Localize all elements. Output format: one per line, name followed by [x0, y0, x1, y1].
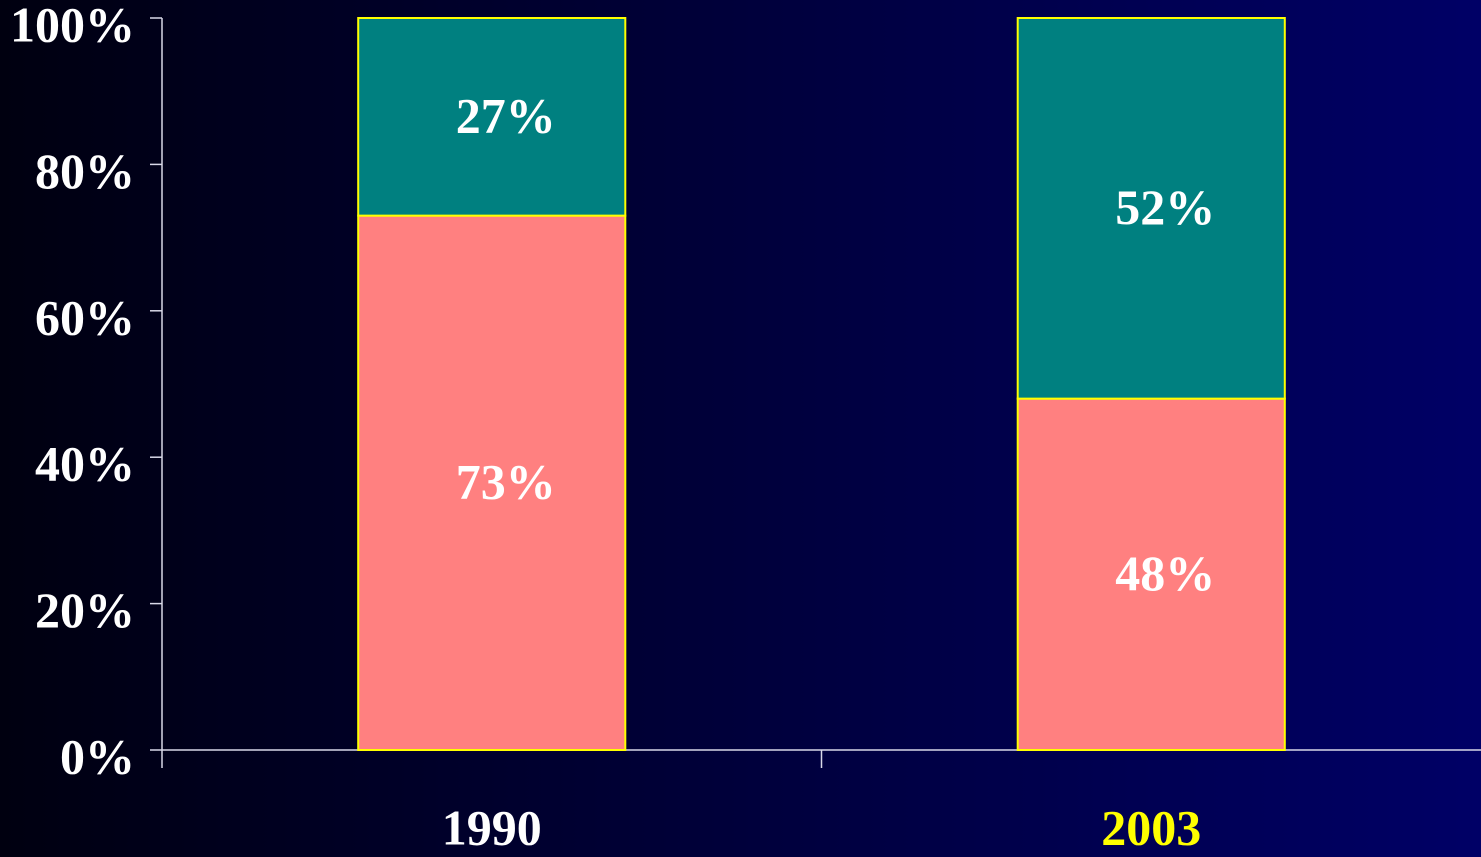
y-tick-label: 0% [60, 728, 135, 784]
data-label: 48% [1115, 545, 1215, 601]
y-tick-label: 80% [35, 143, 135, 199]
y-tick-label: 40% [35, 436, 135, 492]
bar-segment [357, 17, 627, 217]
x-tick-label: 1990 [442, 799, 542, 855]
x-tick-label: 2003 [1101, 799, 1201, 855]
y-tick-label: 100% [10, 0, 135, 52]
data-label: 73% [456, 453, 556, 509]
y-tick-label: 20% [35, 582, 135, 638]
data-label: 27% [456, 87, 556, 143]
bar-segment [1016, 17, 1286, 400]
data-label: 52% [1115, 179, 1215, 235]
bar-segment [357, 214, 627, 751]
y-tick-label: 60% [35, 289, 135, 345]
